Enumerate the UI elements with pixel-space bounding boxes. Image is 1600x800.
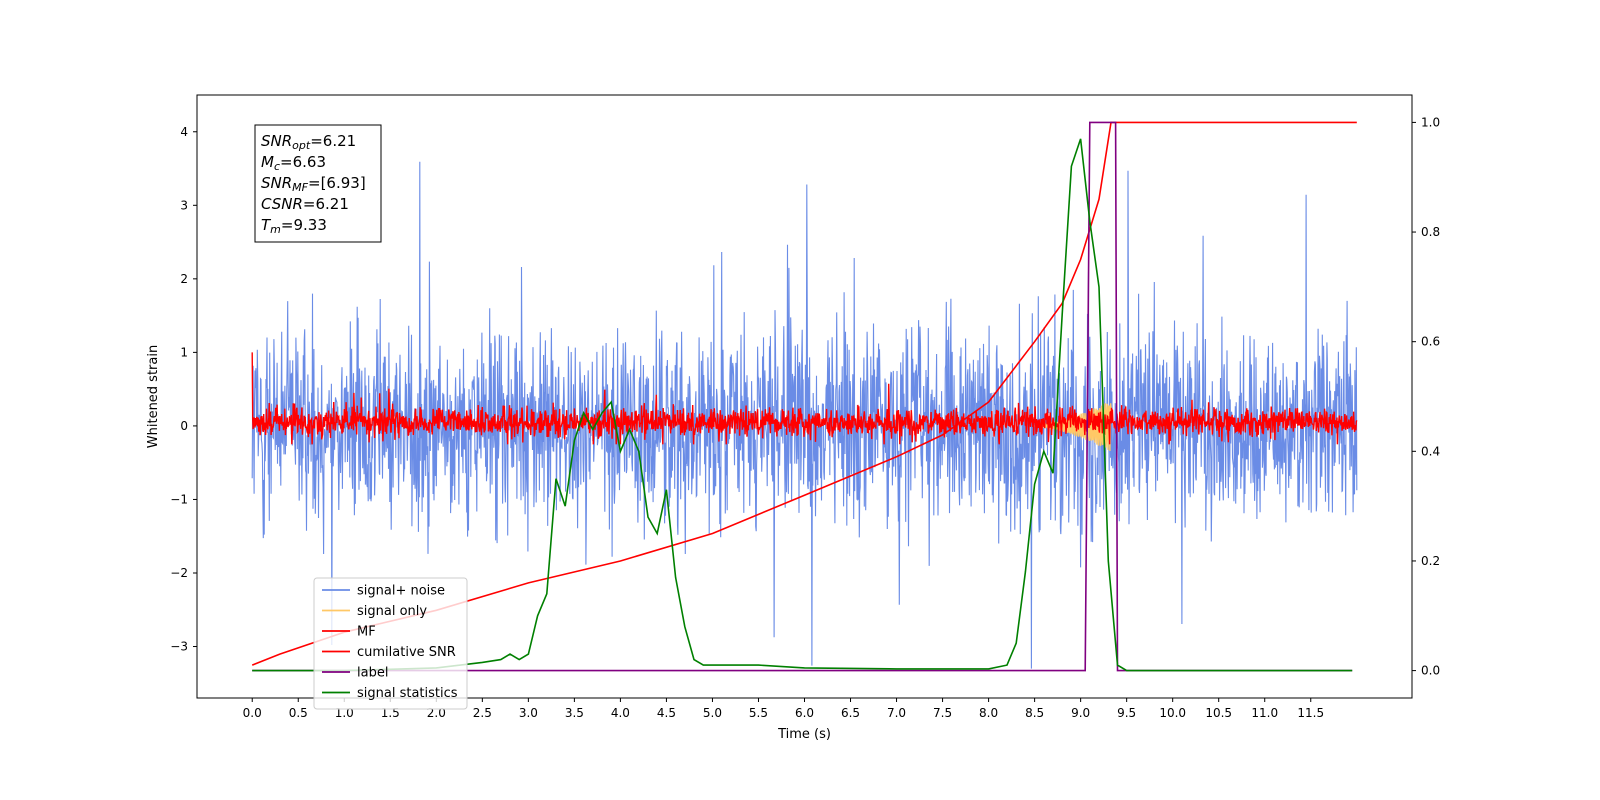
annotation-line: SNRMF=[6.93] [261, 174, 366, 194]
x-tick-label: 3.0 [519, 706, 538, 720]
x-tick-label: 6.0 [795, 706, 814, 720]
y-left-tick-label: −2 [170, 566, 188, 580]
annotation-line: Tm=9.33 [261, 216, 327, 236]
x-tick-label: 6.5 [841, 706, 860, 720]
y-axis-left: 4 3 2 1 0 −1 −2 −3 [170, 125, 197, 654]
legend-label: label [357, 666, 388, 681]
y-left-tick-label: −3 [170, 640, 188, 654]
y-right-tick-label: 0.0 [1421, 664, 1440, 678]
x-axis-label: Time (s) [777, 727, 831, 742]
x-tick-label: 0.5 [289, 706, 308, 720]
x-tick-label: 9.5 [1117, 706, 1136, 720]
x-tick-label: 5.5 [749, 706, 768, 720]
y-right-tick-label: 0.4 [1421, 444, 1440, 458]
legend-label: signal+ noise [357, 584, 445, 599]
x-tick-label: 10.0 [1159, 706, 1186, 720]
y-axis-label: Whitened strain [146, 345, 161, 448]
x-tick-label: 4.5 [657, 706, 676, 720]
y-left-tick-label: 4 [180, 125, 188, 139]
y-right-tick-label: 0.2 [1421, 554, 1440, 568]
x-tick-label: 7.0 [887, 706, 906, 720]
y-right-tick-label: 0.6 [1421, 335, 1440, 349]
y-left-tick-label: 3 [180, 198, 188, 212]
y-axis-right: 1.0 0.8 0.6 0.4 0.2 0.0 [1412, 115, 1440, 678]
series-2-line [251, 352, 1358, 445]
series-0-line [251, 161, 1358, 669]
annotation-box-frame [254, 124, 382, 243]
x-tick-label: 3.5 [565, 706, 584, 720]
series-5-line [252, 138, 1353, 672]
x-axis: 0.0 0.5 1.0 1.5 2.0 2.5 3.0 3.5 4.0 4.5 5.0 5.5 6.0 6… [243, 698, 1324, 720]
x-tick-label: 2.5 [473, 706, 492, 720]
legend: signal+ noise signal only MF cumilative SNR… [313, 577, 468, 710]
x-tick-label: 9.0 [1071, 706, 1090, 720]
y-left-tick-label: −1 [170, 492, 188, 506]
legend-label: MF [357, 625, 376, 640]
x-tick-label: 11.0 [1251, 706, 1278, 720]
legend-label: cumilative SNR [357, 645, 456, 660]
y-left-tick-label: 1 [180, 345, 188, 359]
x-tick-label: 0.0 [243, 706, 262, 720]
x-tick-label: 4.0 [611, 706, 630, 720]
x-tick-label: 5.0 [703, 706, 722, 720]
x-tick-label: 7.5 [933, 706, 952, 720]
x-tick-label: 11.5 [1297, 706, 1324, 720]
x-tick-label: 10.5 [1205, 706, 1232, 720]
annotation-line: SNRopt=6.21 [261, 132, 356, 152]
y-right-tick-label: 0.8 [1421, 225, 1440, 239]
legend-label: signal only [357, 604, 427, 619]
y-left-tick-label: 2 [180, 272, 188, 286]
annotation-line: Mc=6.63 [261, 153, 326, 173]
x-tick-label: 8.0 [979, 706, 998, 720]
legend-frame [313, 577, 468, 710]
x-tick-label: 8.5 [1025, 706, 1044, 720]
annotation-line: CSNR=6.21 [261, 195, 349, 213]
legend-label: signal statistics [357, 686, 458, 701]
y-left-tick-label: 0 [180, 419, 188, 433]
y-right-tick-label: 1.0 [1421, 115, 1440, 129]
